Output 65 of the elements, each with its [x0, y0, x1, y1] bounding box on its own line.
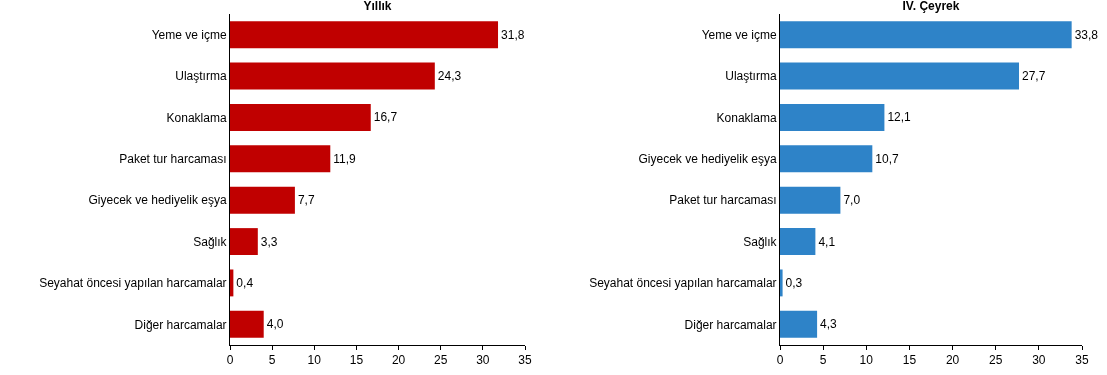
y-tick-label: Yeme ve içme — [701, 27, 777, 42]
bar — [780, 145, 873, 173]
bar — [230, 103, 371, 131]
data-label: 0,4 — [236, 275, 254, 290]
y-tick-label: Ulaştırma — [175, 69, 227, 84]
x-tick-label: 10 — [307, 353, 322, 368]
x-tick-label: 5 — [268, 353, 276, 368]
data-label: 3,3 — [260, 234, 278, 249]
y-tick-label: Giyecek ve hediyelik eşya — [638, 152, 777, 167]
bar — [230, 186, 295, 214]
bar — [780, 228, 816, 256]
data-label: 27,7 — [1022, 69, 1046, 84]
data-label: 33,8 — [1074, 27, 1099, 42]
x-tick-label: 15 — [349, 353, 364, 368]
bar — [230, 228, 258, 256]
data-label: 4,1 — [818, 234, 836, 249]
bar — [230, 310, 264, 338]
x-tick-label: 0 — [776, 353, 784, 368]
y-tick-label: Konaklama — [166, 110, 227, 125]
y-tick-label: Paket tur harcaması — [119, 152, 227, 167]
y-tick-label: Yeme ve içme — [151, 27, 227, 42]
bar — [780, 62, 1020, 90]
bar — [230, 21, 499, 49]
y-tick-label: Diğer harcamalar — [684, 317, 777, 332]
bar — [230, 62, 435, 90]
data-label: 11,9 — [333, 151, 357, 166]
bar — [230, 145, 331, 173]
y-tick-label: Paket tur harcaması — [669, 193, 777, 208]
x-tick-label: 5 — [819, 353, 827, 368]
bar — [780, 186, 841, 214]
y-tick-label: Giyecek ve hediyelik eşya — [88, 193, 227, 208]
bar — [780, 310, 818, 338]
bar — [780, 103, 885, 131]
chart-title: IV. Çeyrek — [902, 0, 960, 14]
x-tick-label: 35 — [1075, 353, 1089, 368]
x-tick-label: 0 — [226, 353, 234, 368]
x-tick-label: 35 — [518, 353, 532, 368]
x-tick-label: 10 — [859, 353, 874, 368]
data-label: 16,7 — [373, 110, 398, 125]
data-label: 24,3 — [437, 69, 462, 84]
bar — [780, 21, 1072, 49]
x-tick-label: 25 — [434, 353, 448, 368]
bar — [780, 269, 783, 297]
data-label: 31,8 — [501, 27, 525, 42]
x-tick-label: 30 — [476, 353, 490, 368]
data-label: 7,0 — [843, 193, 861, 208]
data-label: 12,1 — [887, 110, 912, 125]
y-tick-label: Seyahat öncesi yapılan harcamalar — [589, 276, 777, 291]
data-label: 0,3 — [785, 275, 803, 290]
x-tick-label: 15 — [902, 353, 917, 368]
y-tick-label: Sağlık — [743, 234, 778, 249]
chart-title: Yıllık — [363, 0, 392, 14]
x-tick-label: 20 — [945, 353, 960, 368]
data-label: 4,0 — [266, 317, 284, 332]
y-tick-label: Seyahat öncesi yapılan harcamalar — [39, 276, 227, 291]
y-tick-label: Ulaştırma — [725, 69, 777, 84]
x-tick-label: 20 — [391, 353, 406, 368]
data-label: 7,7 — [297, 193, 315, 208]
x-tick-label: 30 — [1032, 353, 1046, 368]
y-tick-label: Sağlık — [193, 234, 228, 249]
y-tick-label: Konaklama — [716, 110, 777, 125]
y-tick-label: Diğer harcamalar — [134, 317, 227, 332]
data-label: 4,3 — [820, 317, 838, 332]
data-label: 10,7 — [875, 151, 900, 166]
x-tick-label: 25 — [989, 353, 1003, 368]
